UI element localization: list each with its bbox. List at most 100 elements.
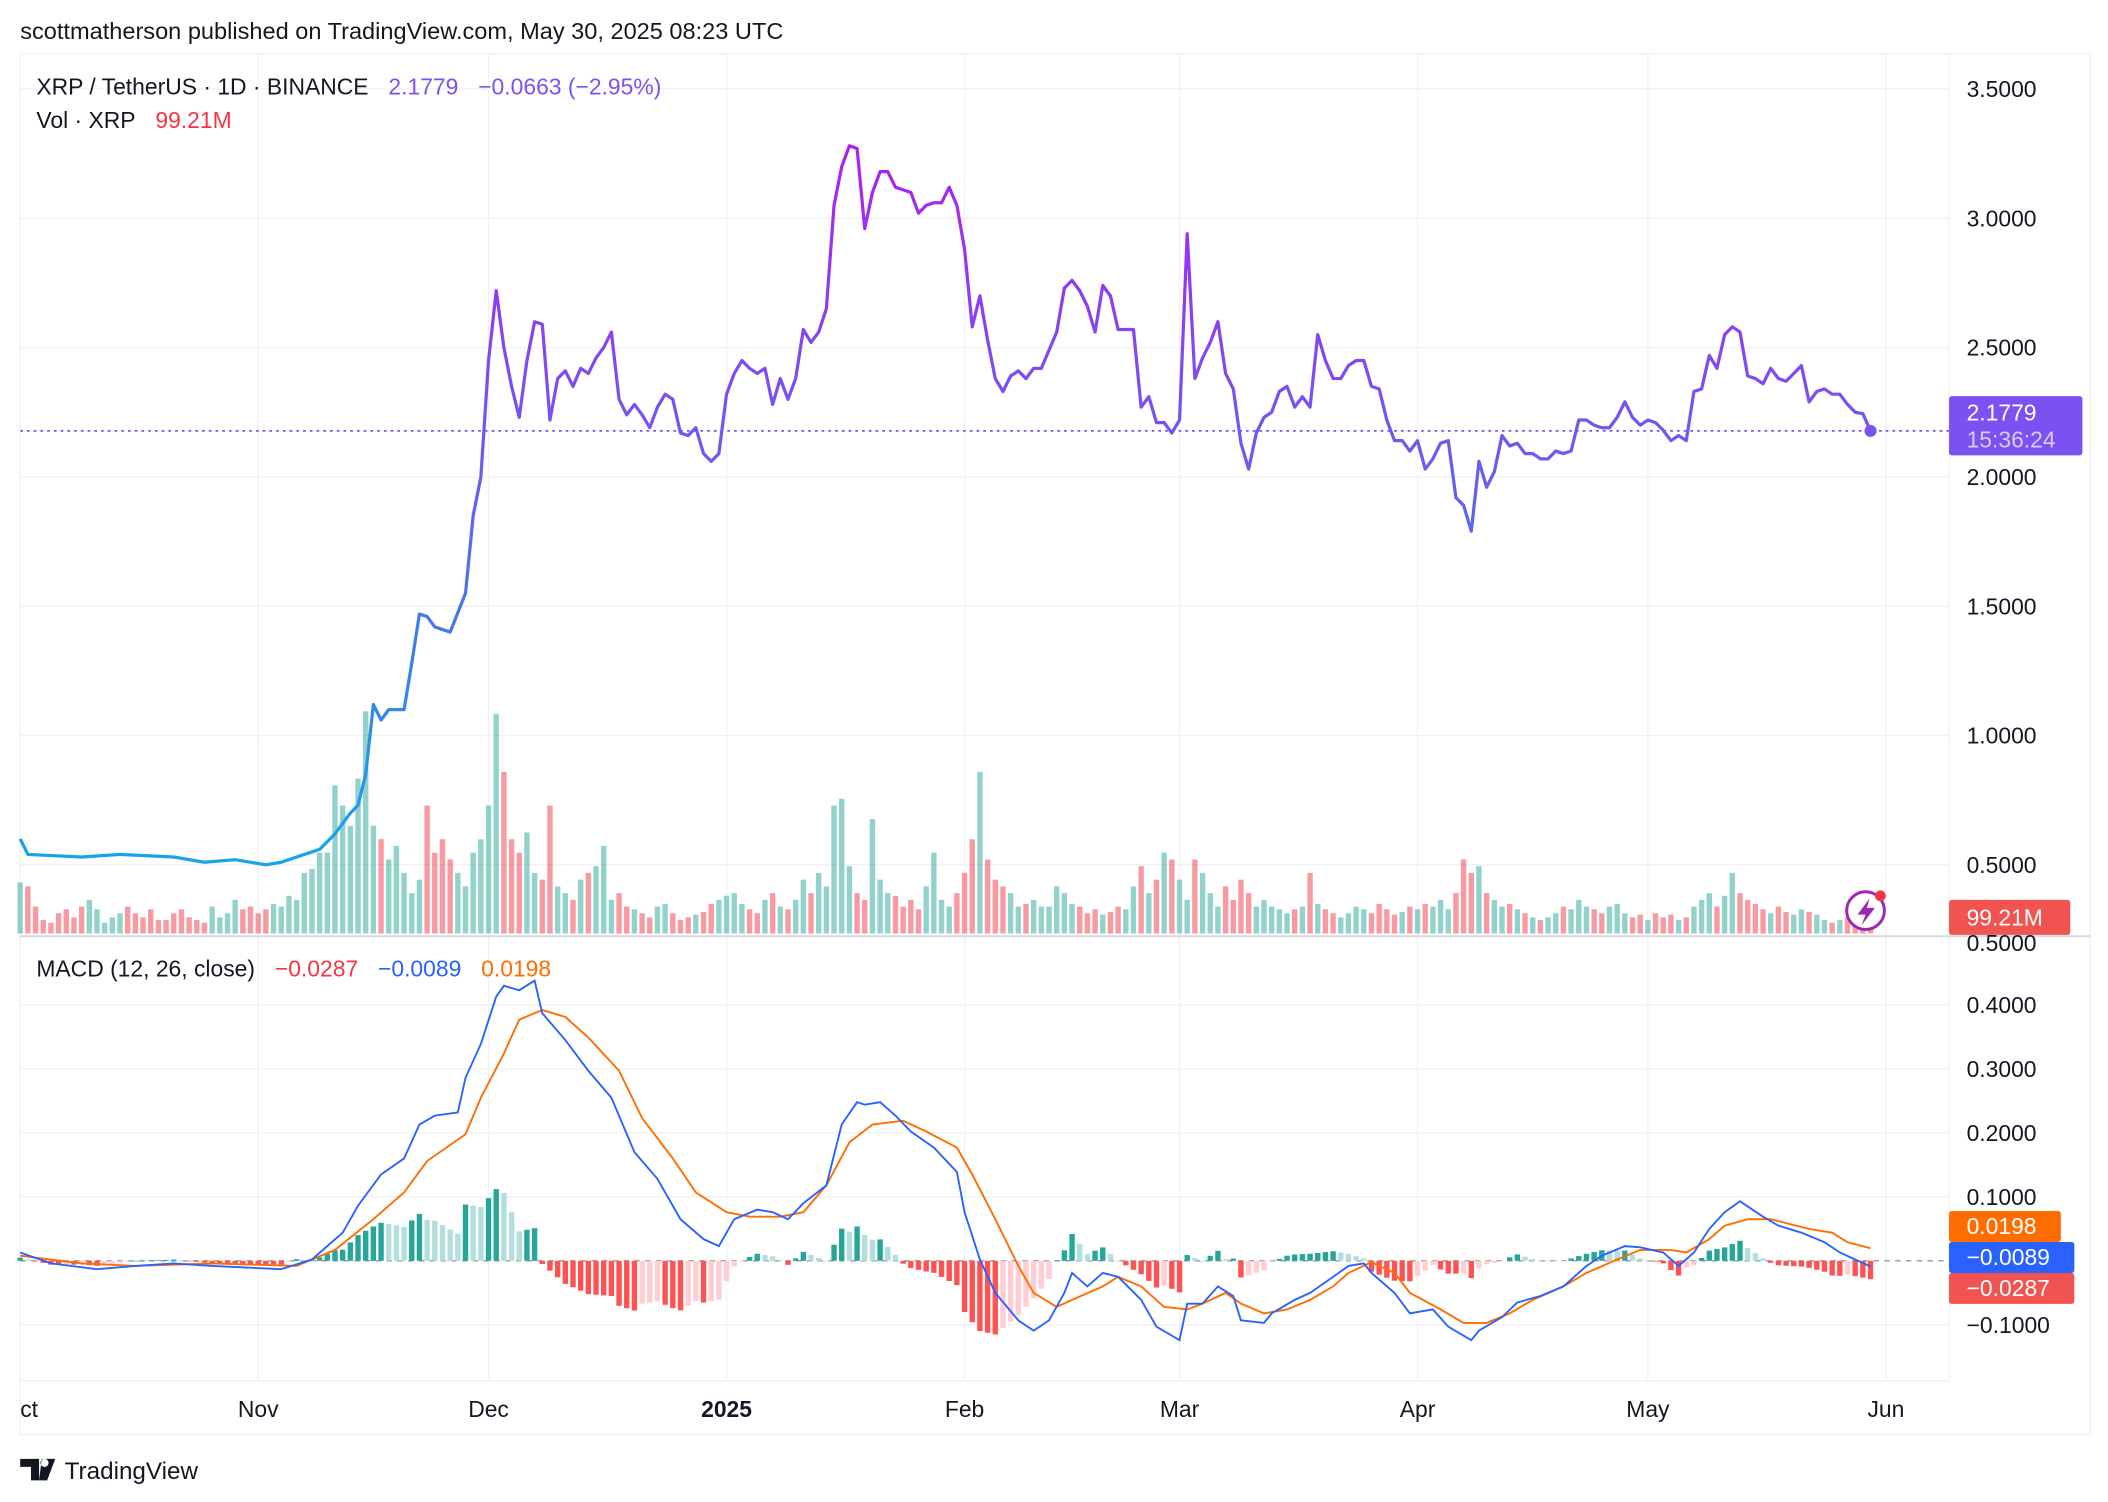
macd-histogram-bar bbox=[601, 1260, 607, 1296]
macd-histogram-bar bbox=[217, 1260, 223, 1264]
lightning-icon[interactable] bbox=[1845, 890, 1886, 931]
macd-histogram-bar bbox=[270, 1260, 277, 1265]
macd-histogram-bar bbox=[247, 1260, 254, 1264]
macd-histogram-bar bbox=[585, 1260, 592, 1295]
macd-histogram-bar bbox=[1000, 1260, 1006, 1329]
volume-bar bbox=[1468, 872, 1474, 934]
macd-histogram-bar bbox=[462, 1204, 469, 1261]
volume-bar bbox=[1791, 914, 1797, 934]
volume-bar bbox=[155, 920, 162, 934]
tradingview-logo[interactable]: TradingView bbox=[20, 1458, 199, 1485]
macd-histogram-bar bbox=[1591, 1252, 1597, 1261]
macd-histogram-bar bbox=[1030, 1260, 1037, 1299]
macd-histogram-bar bbox=[1092, 1250, 1098, 1261]
volume-bar bbox=[984, 859, 991, 934]
volume-bar bbox=[424, 805, 430, 934]
price-tick-label: 1.0000 bbox=[1967, 723, 2037, 749]
volume-bar bbox=[1483, 893, 1490, 934]
volume-bar bbox=[608, 899, 615, 934]
macd-histogram-bar bbox=[1015, 1260, 1021, 1316]
volume-bar bbox=[1199, 872, 1206, 934]
volume-bar bbox=[762, 899, 768, 934]
volume-bar bbox=[739, 903, 745, 934]
volume-bar bbox=[1637, 914, 1643, 934]
macd-histogram-bar bbox=[1553, 1260, 1559, 1262]
macd-histogram-bar bbox=[754, 1253, 760, 1261]
volume-bar bbox=[370, 825, 377, 934]
volume-bar bbox=[493, 713, 499, 934]
macd-histogram-bar bbox=[1821, 1260, 1828, 1272]
macd-histogram-bar bbox=[401, 1226, 407, 1261]
volume-bar bbox=[792, 899, 799, 934]
volume-bar bbox=[1583, 906, 1590, 934]
macd-histogram-bar bbox=[132, 1260, 139, 1262]
price-tick-label: 1.5000 bbox=[1967, 593, 2037, 619]
time-tick-label: 2025 bbox=[701, 1396, 752, 1422]
macd-histogram-bar bbox=[1376, 1260, 1382, 1275]
volume-bar bbox=[148, 909, 154, 934]
volume-bar bbox=[1123, 909, 1129, 934]
volume-bar bbox=[723, 895, 730, 934]
volume-tag-value: 99.21M bbox=[1967, 904, 2043, 930]
volume-bar bbox=[800, 879, 807, 934]
volume-bar bbox=[378, 839, 384, 934]
symbol-legend[interactable]: XRP / TetherUS · 1D · BINANCE 2.1779 −0.… bbox=[36, 73, 661, 99]
macd-histogram-bar bbox=[1568, 1258, 1574, 1261]
macd-histogram-bar bbox=[524, 1229, 530, 1261]
volume-bar bbox=[961, 872, 968, 934]
macd-histogram-bar bbox=[470, 1205, 476, 1261]
volume-bar bbox=[1253, 906, 1260, 934]
volume-bar bbox=[32, 906, 39, 934]
macd-histogram-bar bbox=[531, 1228, 538, 1261]
macd-histogram-bar bbox=[324, 1253, 331, 1261]
price-tick-label: 0.5000 bbox=[1967, 852, 2037, 878]
macd-histogram-bar bbox=[647, 1260, 653, 1303]
volume-bar bbox=[1591, 909, 1597, 934]
macd-histogram-bar bbox=[1161, 1260, 1167, 1286]
macd-histogram-bar bbox=[1123, 1260, 1129, 1266]
volume-bar bbox=[1207, 893, 1213, 934]
macd-histogram-bar bbox=[1775, 1260, 1782, 1266]
volume-bar bbox=[1614, 903, 1620, 934]
macd-histogram-bar bbox=[1629, 1254, 1636, 1261]
volume-bar bbox=[1046, 906, 1052, 934]
macd-histogram-bar bbox=[577, 1260, 584, 1291]
macd-histogram-bar bbox=[631, 1260, 638, 1311]
macd-histogram-bar bbox=[1284, 1255, 1290, 1261]
macd-histogram-bar bbox=[1253, 1260, 1260, 1273]
macd-histogram-bar bbox=[17, 1257, 23, 1261]
volume-bar bbox=[1499, 906, 1505, 934]
price-line bbox=[18, 144, 1873, 867]
price-axis[interactable]: 3.5000 3.0000 2.5000 2.0000 1.5000 1.0000 0.50… bbox=[1967, 76, 2037, 878]
volume-bar bbox=[1453, 893, 1459, 934]
volume-bar bbox=[132, 913, 139, 934]
macd-histogram-bar bbox=[1499, 1260, 1505, 1262]
macd-histogram-bar bbox=[1867, 1260, 1874, 1280]
volume-bar bbox=[1192, 859, 1198, 934]
volume-bar bbox=[178, 909, 185, 934]
macd-histogram-bar bbox=[439, 1225, 446, 1261]
volume-bar bbox=[1292, 909, 1298, 934]
macd-histogram-bar bbox=[1368, 1260, 1375, 1272]
macd-histogram-bar bbox=[1130, 1260, 1137, 1270]
macd-histogram-bar bbox=[1245, 1260, 1252, 1276]
macd-histogram-bar bbox=[1399, 1260, 1405, 1281]
volume-bar bbox=[1238, 879, 1244, 934]
macd-histogram-bar bbox=[1545, 1260, 1551, 1262]
macd-histogram-bar bbox=[485, 1198, 492, 1261]
macd-histogram-bar bbox=[593, 1260, 599, 1295]
volume-bar bbox=[1330, 913, 1336, 934]
volume-bar bbox=[1169, 859, 1175, 934]
volume-bar bbox=[1837, 920, 1843, 934]
volume-legend[interactable]: Vol · XRP 99.21M bbox=[36, 107, 231, 133]
macd-histogram-bar bbox=[616, 1260, 622, 1306]
macd-histogram-bar bbox=[432, 1220, 438, 1261]
volume-bar bbox=[1714, 906, 1720, 934]
time-axis[interactable]: ct Nov Dec 2025 Feb Mar Apr May Jun bbox=[20, 1396, 1904, 1422]
volume-bar bbox=[1176, 879, 1183, 934]
macd-histogram-bar bbox=[278, 1260, 284, 1265]
volume-bar bbox=[1284, 913, 1290, 934]
macd-legend[interactable]: MACD (12, 26, close) −0.0287 −0.0089 0.0… bbox=[36, 956, 551, 982]
